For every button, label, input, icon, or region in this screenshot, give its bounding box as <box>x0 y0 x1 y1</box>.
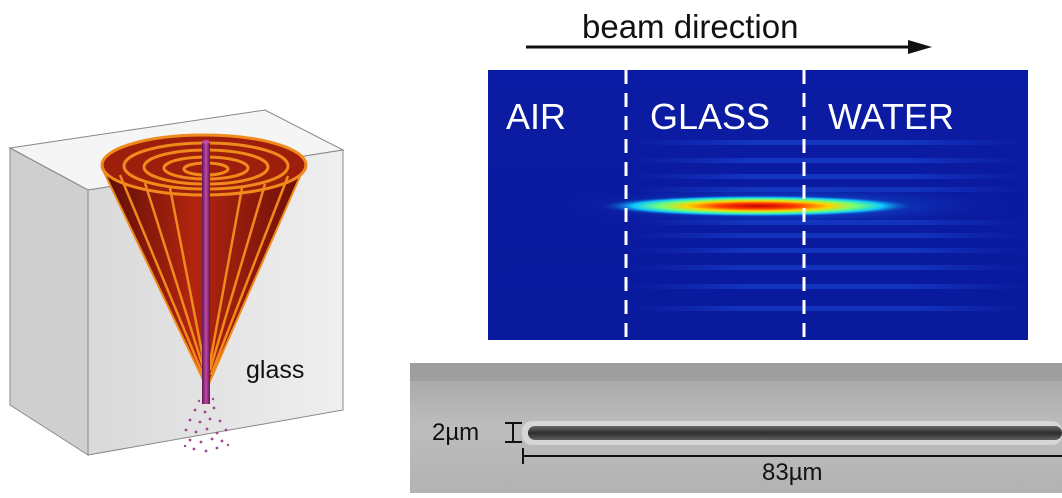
width-label: 2µm <box>432 419 480 446</box>
length-label: 83µm <box>762 459 823 486</box>
region-label-air: AIR <box>506 96 567 137</box>
beam-direction-header: beam direction <box>520 0 950 60</box>
intensity-map <box>488 70 1028 340</box>
debris-dots <box>183 397 230 453</box>
region-label-glass: GLASS <box>650 96 771 137</box>
focus-hotspot <box>598 195 918 217</box>
beam-direction-arrow <box>526 40 932 54</box>
beam-rod <box>202 142 210 404</box>
glass-label: glass <box>246 356 305 384</box>
glass-block-illustration <box>8 109 345 456</box>
micrograph-panel: 2µm 83µm <box>410 363 1062 493</box>
cone-rays <box>118 174 290 376</box>
region-label-water: WATER <box>828 96 954 137</box>
block-front-face <box>9 147 89 456</box>
length-bar <box>522 448 1062 464</box>
laser-channel <box>528 426 1062 440</box>
intensity-map-panel: AIR GLASS WATER <box>488 70 1028 340</box>
beam-direction-label: beam direction <box>582 8 799 45</box>
bessel-cone-schematic: glass <box>0 0 360 493</box>
micrograph-image <box>410 363 1062 493</box>
width-bracket <box>505 422 522 443</box>
